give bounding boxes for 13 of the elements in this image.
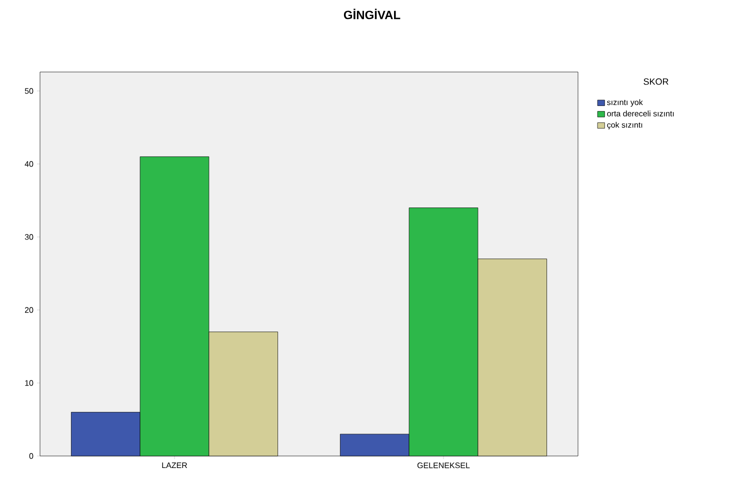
- x-tick-label: GELENEKSEL: [417, 462, 470, 468]
- chart-title: GİNGİVAL: [344, 8, 400, 20]
- y-tick-label: 20: [24, 307, 34, 313]
- y-tick-label: 0: [29, 453, 34, 459]
- legend-label: çok sızıntı: [607, 122, 642, 130]
- legend-title: SKOR: [644, 78, 668, 85]
- legend-label: orta dereceli sızıntı: [607, 110, 674, 116]
- legend-label: sızıntı yok: [607, 99, 643, 107]
- y-tick-label: 40: [24, 161, 34, 167]
- y-tick-label: 50: [24, 88, 34, 94]
- y-tick-label: 10: [25, 380, 34, 386]
- x-tick-label: LAZER: [162, 462, 188, 468]
- y-tick-label: 30: [24, 234, 34, 240]
